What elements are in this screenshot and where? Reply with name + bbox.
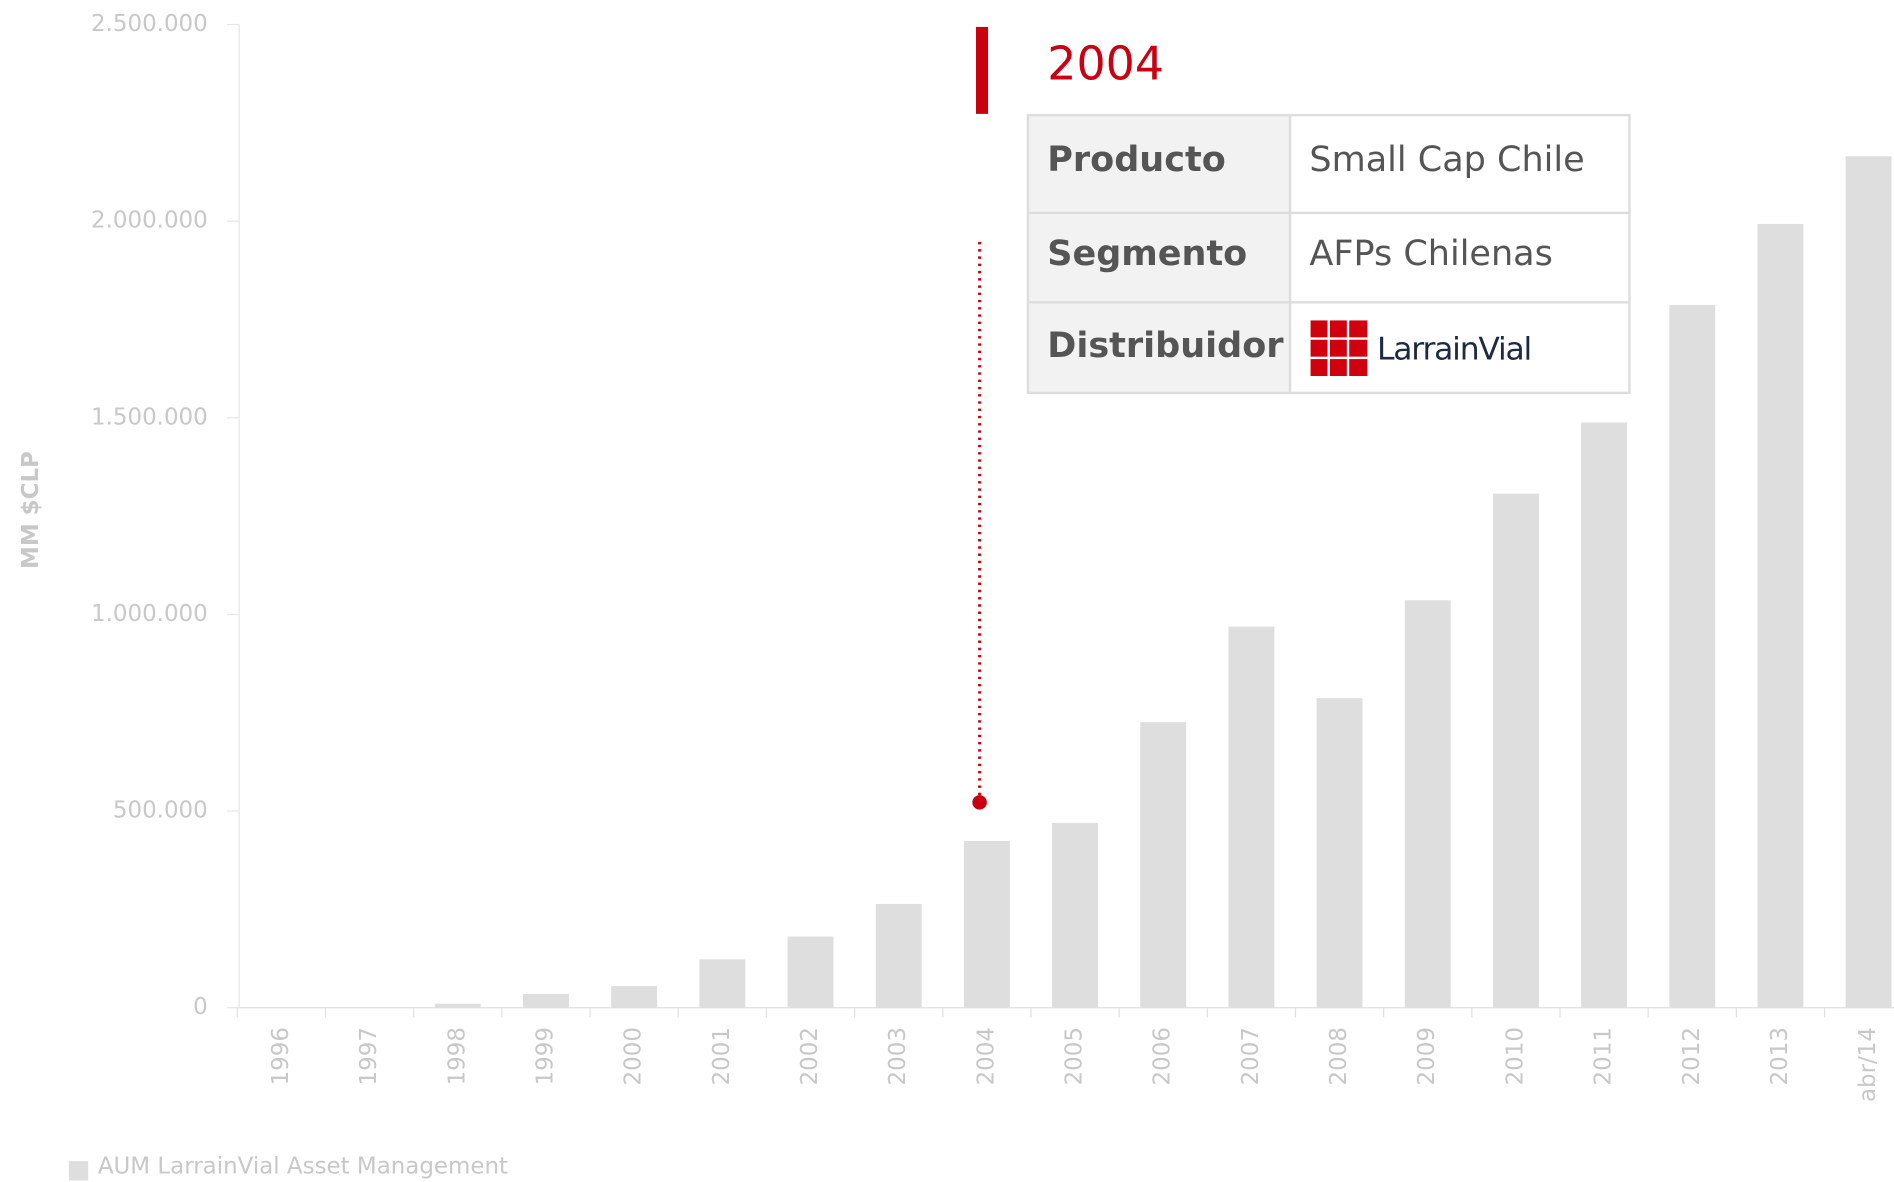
- x-tick-label: 2011: [1591, 1027, 1617, 1085]
- bar: [523, 993, 569, 1008]
- annotation-title: 2004: [1047, 36, 1164, 90]
- x-tick-label: 2006: [1150, 1027, 1176, 1085]
- bar: [1404, 600, 1451, 1008]
- bar: [1052, 822, 1098, 1008]
- y-tick-label: 2.500.000: [91, 11, 208, 37]
- row-header: Segmento: [1047, 233, 1247, 274]
- x-tick-label: 1998: [444, 1027, 470, 1085]
- bar: [434, 1003, 481, 1008]
- bar: [787, 936, 834, 1008]
- bar: [1669, 304, 1716, 1008]
- bar: [1845, 156, 1892, 1008]
- bar: [1228, 626, 1275, 1008]
- x-tick-label: 2002: [797, 1027, 823, 1085]
- bar: [1757, 223, 1804, 1008]
- x-tick-label: 2003: [885, 1027, 911, 1085]
- x-tick-label: 1999: [532, 1027, 558, 1085]
- bar: [963, 840, 1010, 1008]
- logo-icon: [1310, 320, 1368, 376]
- annotation-dot: [972, 795, 987, 810]
- y-tick-label: 0: [193, 994, 208, 1020]
- x-tick-label: 1996: [268, 1027, 294, 1085]
- bar: [699, 959, 746, 1008]
- annotation-bar: [975, 26, 989, 114]
- bar: [611, 986, 658, 1008]
- logo-text: LarrainVial: [1377, 332, 1531, 368]
- x-tick-label: 2005: [1062, 1027, 1088, 1085]
- y-axis-label: MM $CLP: [18, 451, 44, 569]
- bar: [1492, 493, 1539, 1008]
- x-tick-label: 2007: [1238, 1027, 1264, 1085]
- x-tick-label: 2001: [709, 1027, 735, 1085]
- x-tick-label: 2013: [1767, 1027, 1793, 1085]
- header-column: [1027, 115, 1291, 393]
- legend-label: AUM LarrainVial Asset Management: [98, 1154, 508, 1180]
- bar: [875, 903, 922, 1008]
- row-value: Small Cap Chile: [1309, 139, 1584, 180]
- x-tick-label: 2009: [1414, 1027, 1440, 1085]
- row-header: Producto: [1047, 139, 1226, 180]
- y-tick-label: 1.000.000: [91, 601, 208, 627]
- x-tick-label: abr/14: [1855, 1027, 1881, 1102]
- y-tick-label: 2.000.000: [91, 208, 208, 234]
- annotation-table: Producto Small Cap Chile Segmento AFPs C…: [1026, 113, 1631, 395]
- row-header: Distribuidor: [1047, 325, 1284, 366]
- y-tick-label: 500.000: [113, 798, 208, 824]
- y-tick-label: 1.500.000: [91, 404, 208, 430]
- legend-swatch: [68, 1161, 89, 1181]
- x-tick-label: 2004: [973, 1027, 999, 1085]
- x-tick-label: 2010: [1502, 1027, 1528, 1085]
- bar: [1316, 698, 1363, 1008]
- x-tick-label: 2012: [1679, 1027, 1705, 1085]
- x-tick-label: 2000: [621, 1027, 647, 1085]
- table-border: [1026, 113, 1631, 395]
- row-value: AFPs Chilenas: [1309, 233, 1553, 274]
- x-tick-label: 1997: [356, 1027, 382, 1085]
- bar: [1581, 422, 1628, 1008]
- x-tick-label: 2008: [1326, 1027, 1352, 1085]
- bar: [1140, 722, 1187, 1008]
